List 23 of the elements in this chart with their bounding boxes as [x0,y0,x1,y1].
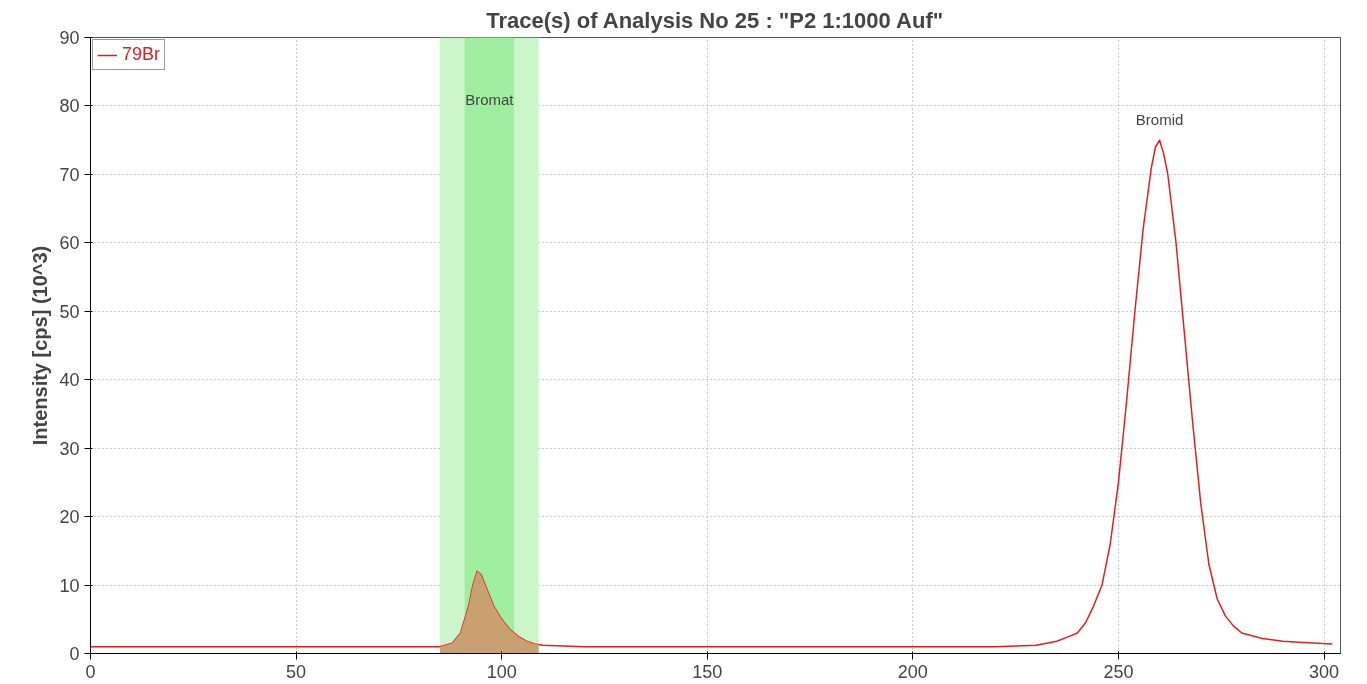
chart-title: Trace(s) of Analysis No 25 : "P2 1:1000 Auf" [486,7,944,33]
y-tick-label: 90 [59,28,80,48]
y-tick-label: 70 [59,164,80,185]
y-tick-label: 10 [59,575,80,596]
x-tick-label: 250 [1103,661,1134,682]
y-tick-label: 50 [59,301,80,322]
y-axis-title: Intensity [cps] (10^3) [29,245,52,446]
y-tick-label: 40 [59,370,80,391]
y-tick-label: 30 [59,438,80,459]
x-tick-label: 50 [286,661,307,682]
x-tick-label: 150 [692,661,723,682]
x-tick-label: 100 [486,661,517,682]
y-tick-label: 60 [59,233,80,254]
x-tick-label: 0 [85,661,96,682]
line-series [90,139,1334,648]
annotation: Bromid [1135,111,1184,129]
x-tick-label: 200 [897,661,928,682]
y-tick-label: 20 [59,507,80,528]
y-tick-label: 80 [59,96,80,117]
band-label: Bromat [465,90,515,108]
legend-label: 79Br [122,44,161,65]
y-tick-label: 0 [69,644,80,664]
x-tick-label: 300 [1309,661,1340,682]
